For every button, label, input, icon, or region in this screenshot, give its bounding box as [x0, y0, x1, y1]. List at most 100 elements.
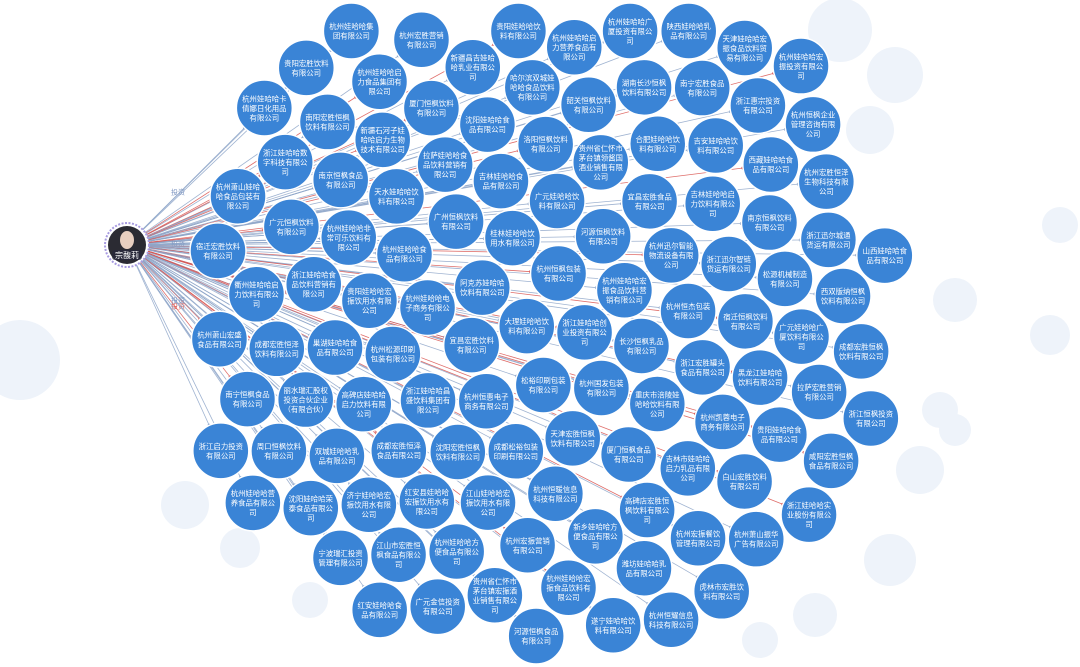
company-node[interactable]: 重庆市涪陵娃哈哈饮料有限公司 — [628, 375, 687, 433]
company-node[interactable]: 遂宁娃哈哈饮料有限公司 — [584, 596, 642, 654]
company-node[interactable]: 杭州娃哈哈集团有限公司 — [322, 2, 381, 60]
company-node[interactable]: 山西娃哈哈食品有限公司 — [856, 226, 914, 285]
company-node[interactable]: 杭州娃哈哈启力营养食品有限公司 — [545, 18, 604, 76]
company-node[interactable]: 沈阳娃哈哈荣泰食品有限公司 — [282, 479, 340, 537]
company-node[interactable]: 吉安娃哈哈饮料有限公司 — [686, 116, 745, 175]
company-node[interactable]: 浙江宏胜罐头食品有限公司 — [673, 338, 732, 397]
company-node[interactable]: 双城娃哈哈乳品有限公司 — [308, 427, 366, 485]
company-node[interactable]: 贵阳娃哈哈饮料有限公司 — [489, 2, 548, 60]
company-node[interactable]: 贵阳娃哈哈食品有限公司 — [750, 405, 809, 464]
company-node[interactable]: 浙江恒枫投资有限公司 — [842, 389, 900, 448]
company-node[interactable]: 新乡娃哈哈方便食品有限公司 — [566, 507, 625, 566]
company-node[interactable]: 杭州娃哈哈启力食品集团有限公司 — [350, 53, 409, 111]
company-node[interactable]: 合肥娃哈哈饮料有限公司 — [628, 115, 687, 173]
company-node[interactable]: 天水娃哈哈饮料有限公司 — [367, 167, 426, 226]
company-node[interactable]: 杭州宏胜恒泽生物科技有限公司 — [797, 152, 856, 211]
company-node[interactable]: 南宁恒枫食品有限公司 — [218, 370, 277, 428]
company-node[interactable]: 洛阳恒枫饮料有限公司 — [516, 115, 575, 173]
company-node[interactable]: 西藏娃哈哈食品有限公司 — [742, 135, 800, 194]
company-node[interactable]: 巢湖娃哈哈食品有限公司 — [306, 318, 364, 377]
company-node[interactable]: 广元恒枫饮料有限公司 — [262, 198, 321, 256]
company-node[interactable]: 杭州凯蓉电子商务有限公司 — [693, 393, 752, 451]
company-node[interactable]: 杭州娃哈哈方便食品有限公司 — [427, 522, 486, 581]
company-node[interactable]: 新疆石河子娃哈哈启力生物技术有限公司 — [353, 111, 412, 169]
company-node[interactable]: 天津娃哈哈宏振食品饮料贸易有限公司 — [715, 19, 774, 77]
company-node[interactable]: 贵阳宏胜饮料有限公司 — [277, 39, 336, 97]
company-node[interactable]: 杭州恒耀信息科技有限公司 — [642, 590, 700, 649]
company-node[interactable]: 成都宏胜恒泽食品有限公司 — [370, 421, 428, 480]
company-node[interactable]: 韶关恒枫饮料有限公司 — [559, 76, 618, 134]
company-node[interactable]: 天津宏胜恒枫饮料有限公司 — [543, 409, 602, 468]
company-node[interactable]: 沈阳宏胜恒枫饮料有限公司 — [429, 423, 487, 481]
company-node[interactable]: 浙江娃哈哈创业投资有限公司 — [555, 303, 614, 362]
company-node[interactable]: 贵阳娃哈哈宏振饮用水有限公司 — [340, 271, 399, 330]
company-node[interactable]: 宁波瑞汇投资管理有限公司 — [311, 529, 370, 587]
company-node[interactable]: 杭州萧山宏盛食品有限公司 — [190, 310, 249, 368]
company-node[interactable]: 松源机械制造有限公司 — [756, 250, 814, 308]
company-node[interactable]: 高碑店宏胜恒枫饮料有限公司 — [618, 481, 676, 539]
company-node[interactable]: 宿迁宏胜饮料有限公司 — [189, 222, 247, 280]
company-node[interactable]: 杭州娃哈哈广厦投资有限公司 — [601, 2, 659, 60]
company-node[interactable]: 潍坊娃哈哈乳品有限公司 — [615, 539, 673, 597]
company-node[interactable]: 阿克苏娃哈哈饮料有限公司 — [453, 258, 512, 317]
company-node[interactable]: 杭州宏胜营销有限公司 — [392, 11, 451, 69]
company-node[interactable]: 杭州娃哈哈电子商务有限公司 — [398, 278, 457, 337]
company-node[interactable]: 哈尔滨双城娃哈哈食品饮料有限公司 — [503, 58, 562, 117]
company-node[interactable]: 厦门恒枫食品有限公司 — [599, 425, 658, 484]
person-node[interactable]: 宗馥莉 — [104, 222, 150, 268]
company-node[interactable]: 杭州娃哈哈食品有限公司 — [375, 225, 434, 283]
company-node[interactable]: 江山娃哈哈宏振饮用水有限公司 — [459, 473, 517, 532]
company-node[interactable]: 咸阳宏胜恒枫食品有限公司 — [802, 432, 860, 490]
company-node[interactable]: 长沙恒枫乳品有限公司 — [612, 317, 671, 375]
company-node[interactable]: 广州恒枫饮料有限公司 — [427, 192, 485, 251]
company-node[interactable]: 成都宏胜恒枫饮料有限公司 — [832, 322, 890, 381]
company-node[interactable]: 沈阳娃哈哈食品有限公司 — [458, 95, 517, 154]
company-node[interactable]: 成都松裕包装印刷有限公司 — [487, 422, 545, 481]
company-node[interactable]: 虎林市宏胜饮料有限公司 — [692, 562, 751, 621]
company-node[interactable]: 宜昌宏胜饮料有限公司 — [442, 316, 501, 374]
company-node[interactable]: 杭州萧山娃哈哈食品包装有限公司 — [209, 167, 267, 225]
company-node[interactable]: 杭州恒暖信息科技有限公司 — [526, 465, 585, 523]
company-node[interactable]: 吉林娃哈哈食品有限公司 — [472, 152, 530, 210]
company-node[interactable]: 广元娃哈哈饮料有限公司 — [528, 172, 586, 230]
company-node[interactable]: 周口恒枫饮料有限公司 — [250, 422, 308, 480]
company-node[interactable]: 南京恒枫食品有限公司 — [311, 151, 370, 209]
company-node[interactable]: 浙江娃哈哈实业股份有限公司 — [780, 485, 838, 544]
company-node[interactable]: 白山宏胜饮料有限公司 — [715, 452, 774, 511]
company-node[interactable]: 杭州国发包装有限公司 — [572, 359, 631, 417]
company-node[interactable]: 厦门恒枫饮料有限公司 — [402, 79, 461, 137]
company-node[interactable]: 衢州娃哈哈启力饮料有限公司 — [227, 265, 286, 324]
company-node[interactable]: 杭州萧山振华广告有限公司 — [727, 510, 786, 568]
company-node[interactable]: 杭州恒枫包装有限公司 — [529, 244, 588, 303]
company-node[interactable]: 拉萨娃哈哈食品饮料营销有限公司 — [416, 135, 474, 194]
company-node[interactable]: 红安县娃哈哈宏振饮用水有限公司 — [398, 472, 456, 531]
company-node[interactable]: 杭州恒杰包装有限公司 — [659, 282, 717, 340]
company-node[interactable]: 河源恒枫食品有限公司 — [507, 607, 565, 665]
company-node[interactable]: 南阳宏胜恒枫饮料有限公司 — [298, 93, 357, 151]
company-node[interactable]: 南宁宏胜食品有限公司 — [673, 59, 731, 117]
company-node[interactable]: 江山市宏胜恒枫食品有限公司 — [369, 525, 428, 584]
company-node[interactable]: 宜昌宏胜食品有限公司 — [620, 172, 679, 231]
company-node[interactable]: 宿迁恒枫饮料有限公司 — [716, 292, 775, 351]
company-node[interactable]: 拉萨宏胜营销有限公司 — [790, 363, 848, 421]
company-node[interactable]: 杭州娃哈哈宏振食品饮料营销有限公司 — [595, 261, 654, 319]
company-node[interactable]: 浙江娃哈哈昌盛饮料集团有限公司 — [399, 371, 457, 430]
company-node[interactable]: 高碑店娃哈哈启力饮料有限公司 — [334, 375, 393, 433]
company-node[interactable]: 红安娃哈哈食品有限公司 — [350, 581, 409, 639]
company-node[interactable]: 丽水瑞汇股权投资合伙企业（有限合伙） — [276, 370, 335, 429]
company-node[interactable]: 杭州宏振营销有限公司 — [498, 516, 557, 575]
company-node[interactable]: 杭州松源印刷包装有限公司 — [364, 325, 422, 383]
company-node[interactable]: 杭州迅尔智能物流设备有限公司 — [642, 226, 700, 285]
company-node[interactable]: 湖南长沙恒枫饮料有限公司 — [615, 58, 673, 117]
company-node[interactable]: 大理娃哈哈饮料有限公司 — [498, 297, 556, 355]
company-node[interactable]: 新疆昌吉娃哈哈乳业有限公司 — [444, 38, 502, 97]
company-node[interactable]: 松裕印刷包装有限公司 — [514, 356, 573, 414]
company-node[interactable]: 广元娃哈哈广厦饮料有限公司 — [772, 307, 831, 366]
company-node[interactable]: 贵州省仁怀市茅台镇宏振酒业销售有限公司 — [466, 566, 524, 624]
company-node[interactable]: 陕西娃哈哈乳品有限公司 — [659, 2, 718, 60]
company-node[interactable]: 浙江启力投资有限公司 — [192, 422, 250, 480]
company-node[interactable]: 杭州娃哈哈宏振食品饮料有限公司 — [539, 559, 598, 617]
company-node[interactable]: 杭州宏振餐饮管理有限公司 — [669, 509, 727, 567]
company-node[interactable]: 成都宏胜恒泽饮料有限公司 — [248, 320, 306, 378]
company-node[interactable]: 杭州娃哈哈营养食品有限公司 — [224, 474, 282, 532]
